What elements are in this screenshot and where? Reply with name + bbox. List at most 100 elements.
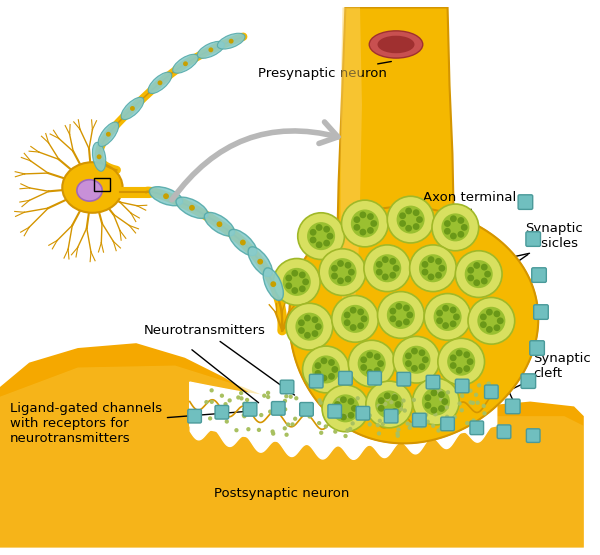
Circle shape xyxy=(307,222,335,250)
FancyBboxPatch shape xyxy=(530,341,544,355)
Text: Neurotransmitters: Neurotransmitters xyxy=(144,324,295,395)
FancyBboxPatch shape xyxy=(441,417,454,431)
Circle shape xyxy=(393,265,400,271)
Circle shape xyxy=(262,393,266,398)
Circle shape xyxy=(340,413,347,421)
FancyBboxPatch shape xyxy=(299,402,313,416)
Circle shape xyxy=(358,410,362,415)
Circle shape xyxy=(449,306,457,314)
Circle shape xyxy=(130,106,135,111)
Circle shape xyxy=(209,400,214,404)
Circle shape xyxy=(328,258,356,286)
Circle shape xyxy=(359,211,366,218)
Circle shape xyxy=(158,80,163,85)
Circle shape xyxy=(323,424,328,428)
Circle shape xyxy=(344,276,352,282)
Circle shape xyxy=(412,398,416,402)
Circle shape xyxy=(361,315,367,322)
Circle shape xyxy=(253,406,257,410)
Circle shape xyxy=(349,340,395,387)
Circle shape xyxy=(439,407,443,412)
Ellipse shape xyxy=(217,33,245,49)
Circle shape xyxy=(391,408,398,415)
Circle shape xyxy=(242,414,247,418)
Circle shape xyxy=(380,422,385,426)
Ellipse shape xyxy=(148,72,172,93)
Circle shape xyxy=(442,398,448,405)
Circle shape xyxy=(357,322,364,329)
Circle shape xyxy=(283,426,287,431)
Text: Postsynaptic neuron: Postsynaptic neuron xyxy=(214,487,350,501)
Circle shape xyxy=(257,428,261,432)
Circle shape xyxy=(268,410,272,413)
Ellipse shape xyxy=(369,31,423,58)
Text: Synaptic
cleft: Synaptic cleft xyxy=(497,351,591,410)
FancyBboxPatch shape xyxy=(526,232,541,246)
Circle shape xyxy=(341,200,388,247)
Ellipse shape xyxy=(98,122,119,147)
Circle shape xyxy=(456,367,463,374)
Circle shape xyxy=(378,397,385,404)
Circle shape xyxy=(480,321,487,328)
Circle shape xyxy=(328,359,335,366)
Circle shape xyxy=(257,259,263,265)
Text: Axon terminal: Axon terminal xyxy=(423,191,517,258)
Ellipse shape xyxy=(248,247,272,276)
Ellipse shape xyxy=(197,42,224,58)
Circle shape xyxy=(447,347,475,376)
Circle shape xyxy=(488,385,492,390)
Circle shape xyxy=(445,425,449,430)
Circle shape xyxy=(334,409,341,416)
Ellipse shape xyxy=(121,97,144,119)
Circle shape xyxy=(319,401,323,405)
Circle shape xyxy=(493,324,500,331)
Circle shape xyxy=(348,269,355,275)
Circle shape xyxy=(350,324,356,331)
Circle shape xyxy=(455,251,502,297)
Circle shape xyxy=(374,367,380,374)
Circle shape xyxy=(375,391,403,418)
Circle shape xyxy=(344,262,352,269)
Circle shape xyxy=(445,415,449,419)
Circle shape xyxy=(419,425,424,428)
Circle shape xyxy=(367,213,374,220)
Circle shape xyxy=(208,47,213,52)
Circle shape xyxy=(482,411,487,416)
Circle shape xyxy=(373,254,401,282)
Circle shape xyxy=(445,405,449,410)
Circle shape xyxy=(316,224,323,231)
FancyBboxPatch shape xyxy=(521,374,536,388)
Circle shape xyxy=(497,317,503,324)
Circle shape xyxy=(395,433,400,438)
Circle shape xyxy=(351,405,358,412)
Circle shape xyxy=(439,265,445,271)
Circle shape xyxy=(106,132,111,137)
Circle shape xyxy=(377,404,381,408)
Circle shape xyxy=(436,428,440,433)
Circle shape xyxy=(467,275,474,281)
FancyBboxPatch shape xyxy=(338,371,352,385)
Circle shape xyxy=(337,398,341,402)
Circle shape xyxy=(326,233,334,240)
Circle shape xyxy=(356,396,360,400)
Circle shape xyxy=(353,224,360,231)
Circle shape xyxy=(364,245,410,291)
Circle shape xyxy=(410,245,457,291)
Circle shape xyxy=(292,270,298,276)
Circle shape xyxy=(289,395,293,399)
Circle shape xyxy=(331,395,359,422)
Circle shape xyxy=(422,356,429,363)
Circle shape xyxy=(351,209,379,238)
Circle shape xyxy=(334,410,338,413)
Circle shape xyxy=(242,402,247,406)
Circle shape xyxy=(433,412,437,416)
Circle shape xyxy=(376,269,383,275)
Circle shape xyxy=(236,395,241,400)
Circle shape xyxy=(409,422,413,427)
Circle shape xyxy=(358,350,386,377)
Circle shape xyxy=(322,385,369,432)
FancyBboxPatch shape xyxy=(397,372,410,386)
Circle shape xyxy=(360,364,367,371)
Circle shape xyxy=(436,390,440,394)
FancyBboxPatch shape xyxy=(385,410,398,423)
